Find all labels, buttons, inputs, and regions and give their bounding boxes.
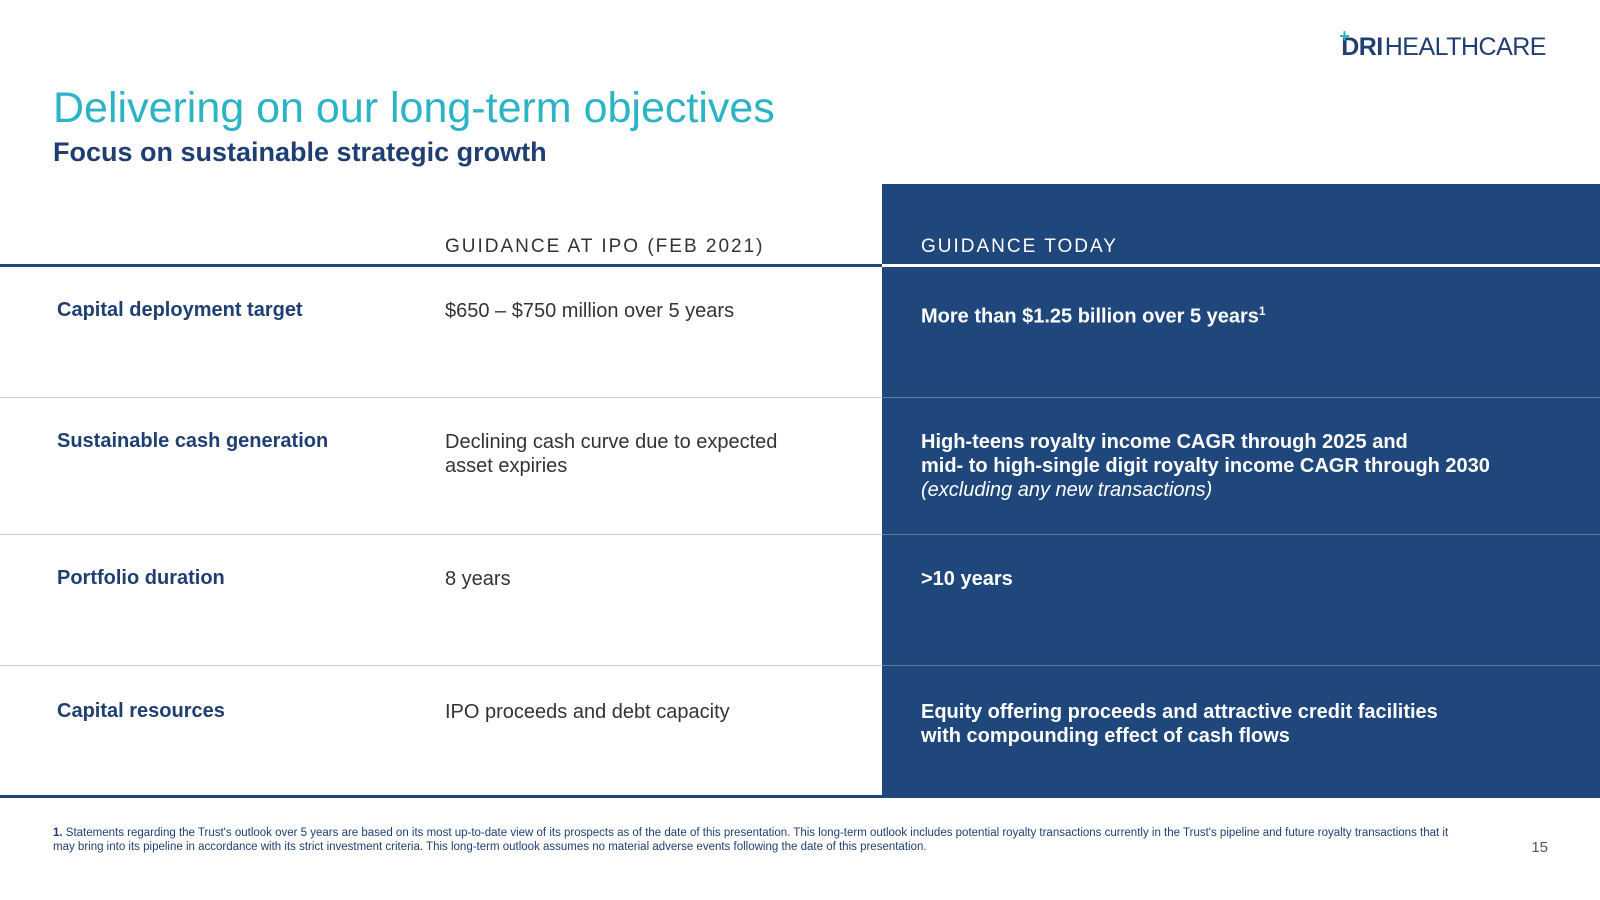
today-line: High-teens royalty income CAGR through 2…: [921, 431, 1408, 453]
today-value-cash-generation: High-teens royalty income CAGR through 2…: [921, 430, 1561, 502]
today-line: with compounding effect of cash flows: [921, 725, 1290, 747]
company-logo: + DRI HEALTHCARE: [1339, 26, 1547, 64]
row-divider-panel: [882, 665, 1600, 666]
ipo-value-capital-deployment: $650 – $750 million over 5 years: [445, 300, 735, 322]
today-value-capital-deployment: More than $1.25 billion over 5 years1: [921, 299, 1561, 329]
ipo-value-cash-generation: Declining cash curve due to expected ass…: [445, 430, 845, 478]
today-line: Equity offering proceeds and attractive …: [921, 701, 1438, 723]
header-divider-panel: [882, 264, 1600, 267]
row-label-portfolio-duration: Portfolio duration: [57, 567, 225, 589]
ipo-line: Declining cash curve due to expected: [445, 431, 778, 453]
ipo-line: asset expiries: [445, 455, 568, 477]
page-subtitle: Focus on sustainable strategic growth: [53, 137, 547, 167]
footnote: 1. Statements regarding the Trust's outl…: [53, 826, 1473, 854]
logo-brand-bold: DRI: [1341, 32, 1383, 61]
column-header-today: GUIDANCE TODAY: [921, 236, 1118, 257]
today-value-capital-resources: Equity offering proceeds and attractive …: [921, 700, 1561, 748]
guidance-today-panel: [882, 184, 1600, 798]
column-header-ipo: GUIDANCE AT IPO (FEB 2021): [445, 236, 765, 257]
cross-icon: +: [1339, 25, 1350, 46]
footnote-reference: 1: [1258, 304, 1266, 318]
row-divider: [0, 665, 882, 666]
page-title: Delivering on our long-term objectives: [53, 84, 775, 132]
ipo-value-portfolio-duration: 8 years: [445, 568, 511, 590]
today-value-portfolio-duration: >10 years: [921, 568, 1013, 590]
row-divider-panel: [882, 397, 1600, 398]
footnote-text: Statements regarding the Trust's outlook…: [53, 827, 1449, 853]
row-label-cash-generation: Sustainable cash generation: [57, 430, 329, 452]
logo-brand-light: HEALTHCARE: [1384, 32, 1547, 61]
row-divider: [0, 397, 882, 398]
row-divider-panel: [882, 534, 1600, 535]
row-divider: [0, 534, 882, 535]
row-label-capital-resources: Capital resources: [57, 700, 225, 722]
table-bottom-border: [0, 795, 882, 798]
today-line: mid- to high-single digit royalty income…: [921, 455, 1490, 477]
page-number: 15: [1531, 839, 1548, 856]
logo-mark: + DRI: [1339, 26, 1383, 62]
today-value-text: More than $1.25 billion over 5 years: [921, 305, 1259, 328]
header-divider: [0, 264, 882, 267]
row-label-capital-deployment: Capital deployment target: [57, 299, 303, 321]
footnote-marker: 1.: [53, 827, 63, 839]
today-note: (excluding any new transactions): [921, 479, 1213, 501]
ipo-value-capital-resources: IPO proceeds and debt capacity: [445, 701, 730, 723]
